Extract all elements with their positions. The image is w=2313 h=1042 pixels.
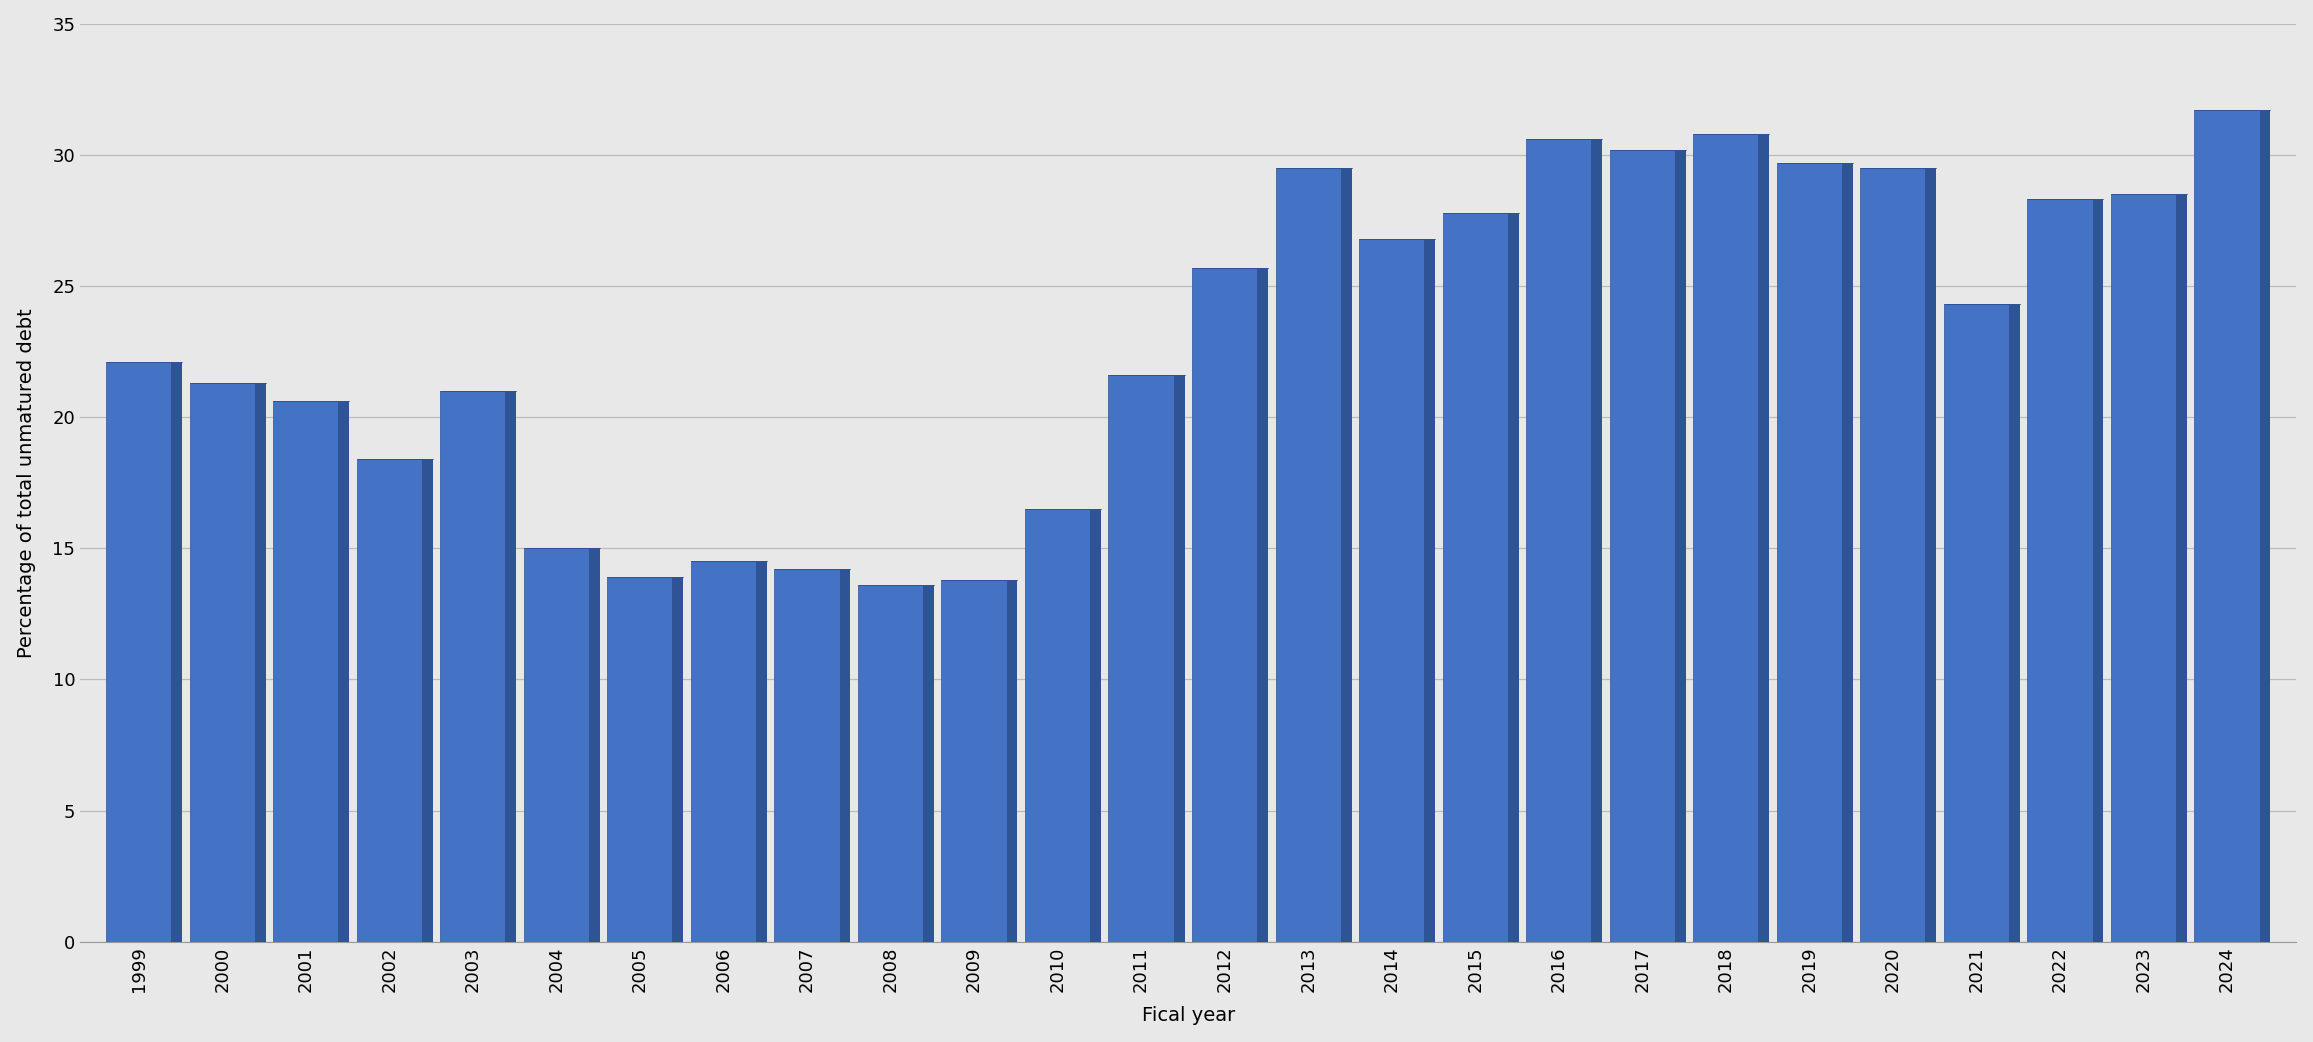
Bar (858, 585, 923, 942)
Bar (756, 562, 768, 942)
Bar (1943, 304, 2010, 942)
Bar (1342, 168, 1351, 942)
Bar (2029, 199, 2093, 942)
Bar (1758, 133, 1769, 942)
Bar (2195, 110, 2260, 942)
Bar (1610, 150, 1675, 942)
Y-axis label: Percentage of total unmatured debt: Percentage of total unmatured debt (16, 307, 35, 658)
Bar (840, 569, 851, 942)
Bar (1841, 163, 1853, 942)
Bar (673, 577, 682, 942)
Bar (1258, 268, 1268, 942)
X-axis label: Fical year: Fical year (1143, 1007, 1235, 1025)
Bar (2010, 304, 2019, 942)
Bar (338, 401, 349, 942)
Bar (1025, 508, 1089, 942)
Bar (1591, 139, 1603, 942)
Bar (2093, 199, 2103, 942)
Bar (2260, 110, 2271, 942)
Bar (775, 569, 840, 942)
Bar (254, 383, 266, 942)
Bar (941, 579, 1006, 942)
Bar (171, 362, 183, 942)
Bar (1173, 375, 1184, 942)
Bar (1924, 168, 1936, 942)
Bar (1274, 168, 1342, 942)
Bar (1425, 239, 1434, 942)
Bar (1006, 579, 1018, 942)
Bar (1089, 508, 1101, 942)
Bar (2112, 194, 2177, 942)
Bar (356, 460, 421, 942)
Bar (1360, 239, 1425, 942)
Bar (2177, 194, 2186, 942)
Bar (1860, 168, 1924, 942)
Bar (273, 401, 338, 942)
Bar (190, 383, 254, 942)
Bar (608, 577, 673, 942)
Bar (421, 460, 433, 942)
Bar (1776, 163, 1841, 942)
Bar (1675, 150, 1686, 942)
Bar (923, 585, 934, 942)
Bar (439, 391, 504, 942)
Bar (1508, 213, 1520, 942)
Bar (504, 391, 516, 942)
Bar (692, 562, 756, 942)
Bar (1693, 133, 1758, 942)
Bar (106, 362, 171, 942)
Bar (1191, 268, 1258, 942)
Bar (1108, 375, 1173, 942)
Bar (523, 548, 590, 942)
Bar (1527, 139, 1591, 942)
Bar (590, 548, 599, 942)
Bar (1443, 213, 1508, 942)
